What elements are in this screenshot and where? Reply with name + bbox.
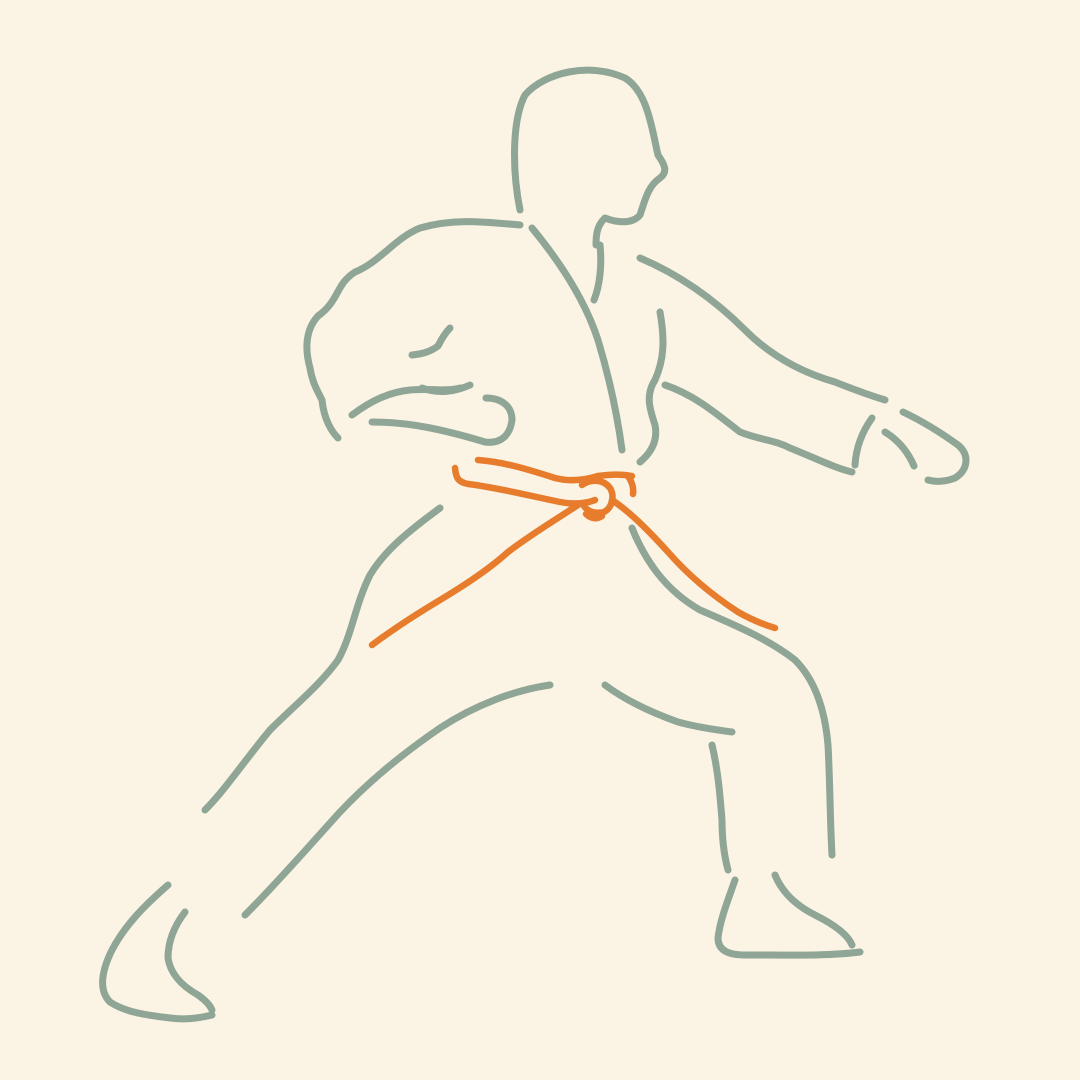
front-foot-top [771, 871, 856, 949]
back-leg-lower [241, 681, 554, 919]
right-fist [851, 414, 876, 469]
right-arm-lower [661, 381, 856, 476]
belt-tail-left [368, 501, 582, 649]
front-shin [708, 741, 732, 874]
left-shoulder [303, 218, 524, 442]
gi-lapel-left [528, 224, 626, 454]
gi-collar-right [590, 241, 605, 304]
back-leg-upper [201, 504, 444, 814]
right-fist-thumb [881, 428, 918, 470]
gi-chest-right [636, 308, 667, 466]
back-foot [99, 881, 216, 1023]
belt [368, 456, 779, 649]
back-foot-top [164, 908, 216, 1014]
head-outline [511, 66, 669, 249]
left-arm-fold [408, 324, 454, 359]
left-fist [418, 381, 474, 396]
right-shoulder [636, 254, 889, 404]
front-foot [714, 876, 864, 959]
belt-knot-tail [624, 472, 637, 498]
right-fist-knuckles [899, 408, 970, 485]
belt-knot-bottom [582, 510, 606, 522]
figure-outline [99, 66, 970, 1023]
belt-tail-right [608, 496, 779, 632]
front-leg-outer [628, 524, 836, 859]
left-forearm [368, 394, 516, 446]
front-leg-inner [601, 681, 736, 736]
belt-band-upper [474, 456, 636, 484]
